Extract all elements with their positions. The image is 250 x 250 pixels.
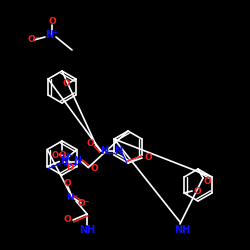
Text: O: O [144, 154, 152, 162]
Text: O: O [58, 150, 66, 160]
Text: NH: NH [174, 225, 190, 235]
Text: O: O [90, 164, 98, 173]
Text: O⁻: O⁻ [28, 36, 40, 44]
Text: O: O [63, 216, 71, 224]
Text: NH: NH [79, 225, 95, 235]
Text: O⁻: O⁻ [52, 151, 64, 160]
Text: O⁻: O⁻ [78, 198, 90, 207]
Text: N: N [73, 156, 81, 166]
Text: O: O [203, 176, 211, 186]
Text: O: O [63, 180, 71, 188]
Text: N: N [114, 146, 122, 156]
Text: O: O [193, 186, 201, 196]
Text: N: N [60, 156, 68, 166]
Text: O: O [86, 138, 94, 147]
Text: O: O [63, 78, 71, 88]
Text: O: O [66, 163, 73, 172]
Text: N⁺: N⁺ [66, 192, 78, 202]
Text: N⁺: N⁺ [45, 30, 59, 40]
Text: N⁺: N⁺ [62, 153, 74, 162]
Text: N: N [100, 146, 108, 156]
Text: O: O [48, 16, 56, 26]
